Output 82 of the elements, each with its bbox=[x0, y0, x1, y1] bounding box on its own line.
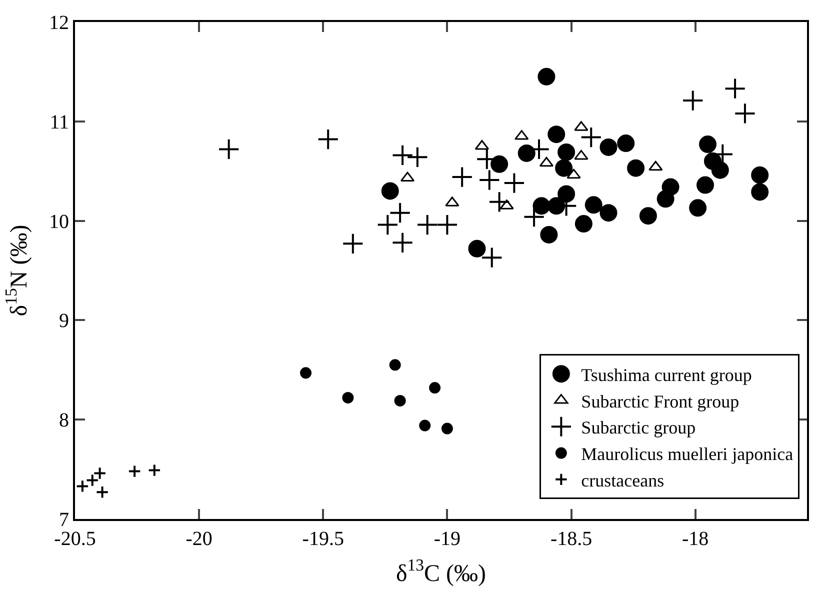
point bbox=[436, 214, 458, 236]
point bbox=[548, 126, 566, 144]
point bbox=[478, 169, 500, 191]
point bbox=[218, 138, 240, 160]
point bbox=[734, 102, 756, 124]
point bbox=[376, 214, 398, 236]
x-tick-label: -19 bbox=[434, 528, 461, 550]
point bbox=[342, 392, 354, 404]
point bbox=[518, 144, 536, 162]
point bbox=[682, 90, 704, 112]
y-tick-label: 12 bbox=[49, 12, 69, 34]
y-tick-label: 10 bbox=[49, 210, 69, 233]
point bbox=[699, 136, 716, 154]
point bbox=[317, 128, 339, 150]
point bbox=[696, 176, 714, 194]
point bbox=[148, 464, 161, 477]
x-tick-label: -18 bbox=[682, 528, 709, 550]
point bbox=[93, 466, 106, 480]
point bbox=[441, 422, 453, 434]
point bbox=[342, 232, 364, 254]
point bbox=[566, 168, 581, 179]
point bbox=[86, 474, 99, 487]
point bbox=[617, 134, 635, 152]
point bbox=[584, 196, 602, 214]
point bbox=[600, 138, 618, 156]
point bbox=[558, 143, 576, 161]
y-tick-label: 7 bbox=[59, 509, 69, 531]
point bbox=[96, 486, 109, 499]
point bbox=[540, 226, 558, 244]
legend-label: Subarctic group bbox=[581, 418, 696, 438]
point bbox=[389, 359, 401, 371]
point bbox=[416, 214, 438, 236]
point bbox=[481, 246, 503, 268]
point bbox=[656, 190, 674, 208]
point bbox=[639, 207, 657, 225]
point bbox=[523, 206, 545, 228]
point bbox=[532, 197, 550, 215]
point bbox=[76, 480, 90, 493]
point bbox=[751, 183, 769, 201]
point bbox=[406, 146, 428, 168]
y-tick-label: 11 bbox=[50, 111, 69, 134]
x-tick-label: -20 bbox=[186, 528, 212, 550]
point bbox=[503, 172, 525, 194]
point bbox=[558, 185, 576, 203]
point bbox=[488, 191, 510, 213]
point bbox=[600, 204, 618, 222]
x-tick-label: -19.5 bbox=[302, 528, 344, 550]
point bbox=[751, 166, 769, 184]
y-tick-label: 9 bbox=[59, 310, 69, 332]
point bbox=[490, 155, 508, 173]
point bbox=[574, 215, 592, 233]
point bbox=[711, 161, 729, 179]
point bbox=[580, 126, 602, 148]
point bbox=[394, 394, 406, 406]
legend-label: crustaceans bbox=[581, 470, 664, 490]
point bbox=[300, 367, 312, 379]
legend-label: Tsushima current group bbox=[581, 364, 752, 385]
point bbox=[538, 68, 556, 86]
point bbox=[128, 464, 142, 478]
point bbox=[381, 182, 399, 200]
point bbox=[539, 156, 554, 167]
x-tick-label: -18.5 bbox=[550, 528, 592, 550]
point bbox=[400, 172, 415, 182]
point bbox=[451, 166, 473, 188]
point bbox=[689, 199, 707, 217]
point bbox=[574, 150, 588, 160]
point bbox=[392, 232, 414, 254]
point bbox=[555, 159, 573, 177]
point bbox=[468, 240, 486, 258]
point bbox=[429, 382, 441, 394]
point bbox=[724, 78, 746, 100]
point bbox=[389, 202, 411, 224]
legend-label: Subarctic Front group bbox=[581, 391, 740, 412]
legend-label: Maurolicus muelleri japonica bbox=[581, 444, 794, 464]
point bbox=[648, 160, 663, 171]
x-tick-label: -20.5 bbox=[54, 528, 96, 550]
point bbox=[627, 159, 645, 177]
x-axis-title: δ$^{13}$C (‰) bbox=[396, 556, 486, 587]
y-tick-label: 8 bbox=[59, 410, 69, 432]
point bbox=[392, 144, 414, 166]
point bbox=[419, 420, 431, 432]
point bbox=[548, 197, 566, 215]
